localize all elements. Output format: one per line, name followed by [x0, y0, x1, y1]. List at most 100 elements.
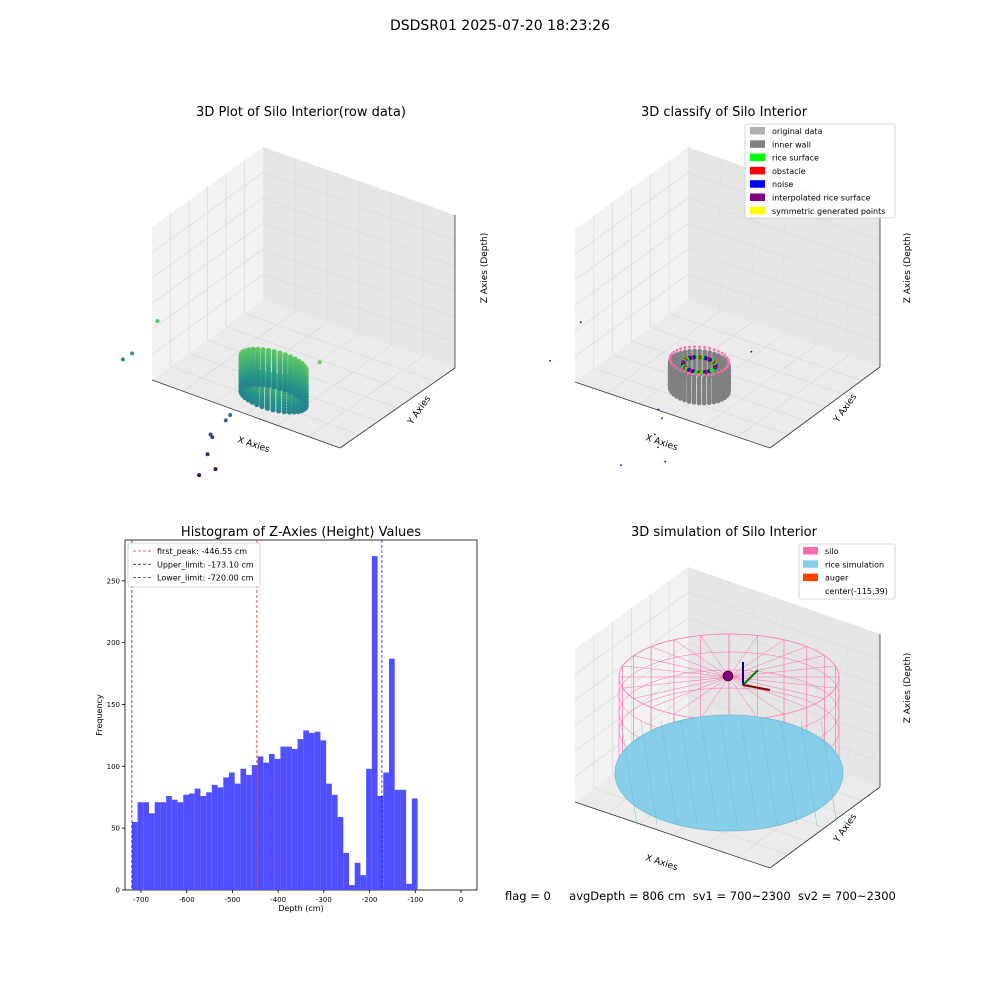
histogram-bar: [343, 852, 349, 890]
histogram-bar: [406, 883, 412, 890]
svg-text:-500: -500: [0, 0, 16, 2]
svg-text:-2000: -2000: [0, 0, 20, 2]
0.05: 3000: [0, 0, 18, 2]
rice-mesh-line: [660, 720, 678, 826]
ring-point: [255, 382, 261, 388]
classify-floor-grid: [737, 355, 849, 438]
interpolated-point: [698, 345, 701, 349]
0.05: 0: [0, 0, 4, 2]
raw-scatter-point: [130, 351, 135, 356]
ring-point: [276, 408, 282, 414]
histogram-bar: [154, 802, 161, 890]
ring-point: [277, 385, 283, 391]
noise-point: [661, 417, 663, 420]
histogram-bar: [240, 768, 247, 890]
raw-floor-grid: [308, 356, 424, 437]
histogram-bar: [200, 796, 207, 890]
classify-legend-swatch: [750, 180, 765, 188]
rice-mesh-line: [680, 720, 698, 826]
0.08: 400: [0, 0, 7, 2]
noise-point: [657, 446, 659, 449]
classify-legend-swatch: [750, 153, 765, 162]
interpolated-point: [702, 373, 706, 376]
raw-plot-title: 3D Plot of Silo Interior(row data): [196, 105, 406, 120]
svg-text:-1500: -1500: [0, 0, 20, 2]
status-footer: flag = 0 avgDepth = 806 cm sv1 = 700~230…: [505, 889, 896, 903]
0.05: 4000: [0, 0, 18, 2]
ring-point: [250, 382, 256, 388]
svg-text:-600: -600: [0, 0, 16, 2]
flag-text: flag = 0: [505, 889, 551, 903]
inner-wall-point: [719, 397, 724, 402]
silo-roof-line: [651, 676, 730, 708]
ring-point: [281, 409, 287, 415]
histogram-y-tick-label: 0: [116, 887, 120, 895]
silo-roof-line: [673, 639, 730, 678]
interpolated-point: [678, 368, 682, 372]
histogram-bars: [131, 556, 418, 890]
ring-point: [265, 383, 272, 389]
svg-text:0: 0: [0, 0, 4, 2]
raw-scatter-point: [213, 467, 218, 472]
classify-legend-swatch: [750, 166, 765, 175]
svg-text:-3500: -3500: [0, 0, 20, 2]
auger-x-arrow: [742, 684, 771, 691]
classify-y-spine: [769, 366, 881, 449]
classify-legend-label: symmetric generated points: [772, 207, 885, 216]
classify-3d-plot: 3D classify of Silo Interior -3000-2000-…: [0, 0, 913, 467]
0.1: 500: [0, 0, 7, 2]
ring-point: [264, 405, 270, 411]
svg-text:0: 0: [0, 0, 4, 2]
inner-wall-point: [701, 400, 707, 406]
simulation-plot-data: [614, 633, 844, 832]
inner-wall-point: [707, 374, 712, 380]
histogram-bar: [211, 784, 218, 890]
interpolated-point: [725, 356, 729, 360]
classify-legend-label: original data: [772, 127, 823, 136]
interpolated-point: [668, 357, 672, 361]
rice-mesh-line: [760, 720, 778, 826]
simulation-legend-label: center(-115,39): [825, 587, 888, 596]
ring-point: [296, 394, 302, 400]
silo-roof-line: [728, 655, 825, 678]
histogram-bar: [366, 768, 372, 890]
rice-surface-point: [709, 368, 714, 373]
noise-point: [664, 460, 667, 463]
interpolated-point: [672, 364, 676, 368]
histogram-y-label: Frequency: [95, 694, 104, 736]
raw-scatter-point: [228, 413, 233, 417]
simulation-plot-x-label: X Axies: [644, 853, 679, 873]
classify-wall-grid: [574, 197, 881, 281]
histogram-bar: [189, 793, 195, 890]
interpolated-point: [712, 372, 716, 375]
histogram-bar: [223, 777, 229, 890]
0.1: -500: [0, 0, 8, 2]
histogram-bar: [371, 556, 378, 890]
0.1: 0: [0, 0, 2, 2]
inner-wall-point: [674, 394, 679, 399]
histogram-bar: [360, 875, 367, 890]
ring-point: [271, 384, 277, 390]
0.08: 0: [0, 0, 2, 2]
interpolated-point: [708, 347, 711, 350]
classify-plot-z-label: Z Axies (Depth): [903, 233, 913, 304]
0.05: 0: [0, 0, 4, 2]
silo-roof-line: [728, 676, 758, 719]
histogram-plot: Histogram of Z-Axies (Height) Values -70…: [95, 525, 478, 913]
svg-text:200: 200: [0, 0, 13, 2]
ring-point: [254, 401, 260, 408]
inner-wall-point: [716, 377, 721, 383]
sv1-text: sv1 = 700~2300: [692, 889, 791, 903]
silo-roof-line: [622, 676, 730, 689]
histogram-bar: [400, 789, 407, 890]
histogram-bar: [131, 821, 138, 890]
